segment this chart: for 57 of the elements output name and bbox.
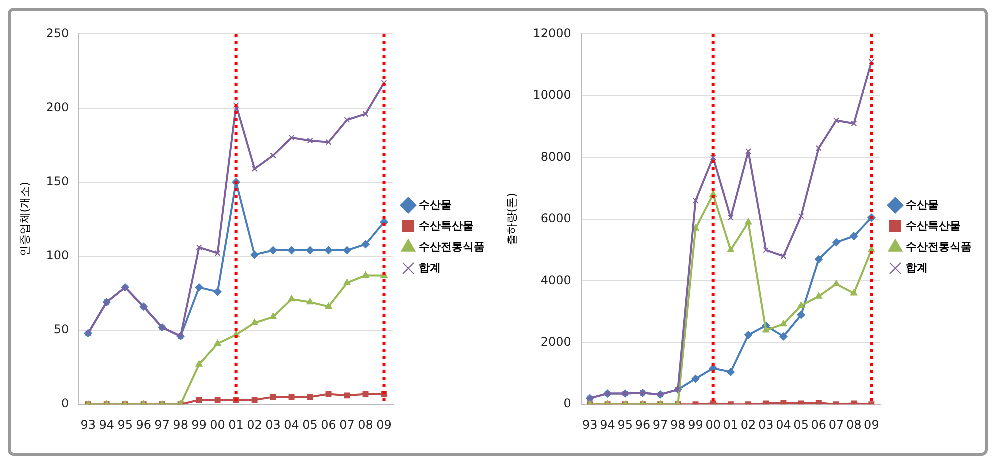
x-tick-label: 95 xyxy=(618,418,634,432)
x-tick-label: 93 xyxy=(582,418,598,432)
x-tick-label: 08 xyxy=(358,418,374,432)
x-tick-label: 02 xyxy=(247,418,262,432)
y-tick-label: 2000 xyxy=(540,334,572,349)
x-tick-label: 03 xyxy=(758,418,774,432)
x-tick-label: 04 xyxy=(776,418,792,432)
y-axis-title: 인증업체(개소) xyxy=(18,182,32,257)
y-tick-label: 6000 xyxy=(540,212,572,226)
x-tick-label: 99 xyxy=(192,418,207,432)
x-tick-label: 05 xyxy=(794,418,809,432)
y-tick-label: 50 xyxy=(54,322,70,337)
x-tick-label: 09 xyxy=(376,418,392,432)
x-tick-label: 97 xyxy=(154,418,170,432)
x-tick-label: 96 xyxy=(635,418,651,432)
legend-label: 수산물 xyxy=(419,198,452,212)
legend-label: 수산전통식품 xyxy=(906,240,972,254)
x-tick-label: 02 xyxy=(740,418,756,432)
x-tick-label: 94 xyxy=(600,418,616,432)
x-tick-label: 94 xyxy=(99,418,114,432)
x-tick-label: 05 xyxy=(302,418,318,432)
y-tick-label: 0 xyxy=(564,396,572,411)
x-tick-label: 07 xyxy=(828,418,844,432)
y-tick-label: 250 xyxy=(46,26,70,40)
y-tick-label: 100 xyxy=(46,248,70,263)
x-tick-label: 93 xyxy=(80,418,96,432)
x-tick-label: 08 xyxy=(846,418,862,432)
y-tick-label: 12000 xyxy=(533,26,572,40)
legend-label: 합계 xyxy=(906,261,928,274)
legend-label: 수산특산물 xyxy=(419,219,474,232)
y-axis-title: 출하량(톤) xyxy=(505,193,518,246)
legend-label: 합계 xyxy=(419,261,441,274)
x-tick-label: 00 xyxy=(210,418,226,432)
legend-label: 수산물 xyxy=(906,198,939,212)
x-tick-label: 06 xyxy=(321,418,336,432)
x-tick-label: 97 xyxy=(652,418,668,432)
legend-label: 수산특산물 xyxy=(906,219,961,232)
x-tick-label: 96 xyxy=(136,418,152,432)
y-tick-label: 200 xyxy=(46,100,70,114)
y-tick-label: 0 xyxy=(61,396,70,411)
x-tick-label: 00 xyxy=(706,418,721,432)
x-tick-label: 04 xyxy=(284,418,300,432)
x-tick-label: 03 xyxy=(266,418,281,432)
x-tick-label: 98 xyxy=(670,418,686,432)
x-tick-label: 01 xyxy=(228,418,244,432)
y-tick-label: 4000 xyxy=(540,273,572,288)
x-tick-label: 09 xyxy=(864,418,880,432)
x-tick-label: 99 xyxy=(688,418,704,432)
y-tick-label: 10000 xyxy=(533,88,572,102)
x-tick-label: 95 xyxy=(118,418,133,432)
x-tick-label: 07 xyxy=(340,418,355,432)
y-tick-label: 8000 xyxy=(540,150,572,164)
x-tick-label: 98 xyxy=(173,418,188,432)
legend-label: 수산전통식품 xyxy=(419,240,485,254)
x-tick-label: 06 xyxy=(811,418,827,432)
y-tick-label: 150 xyxy=(46,174,70,188)
x-tick-label: 01 xyxy=(723,418,739,432)
